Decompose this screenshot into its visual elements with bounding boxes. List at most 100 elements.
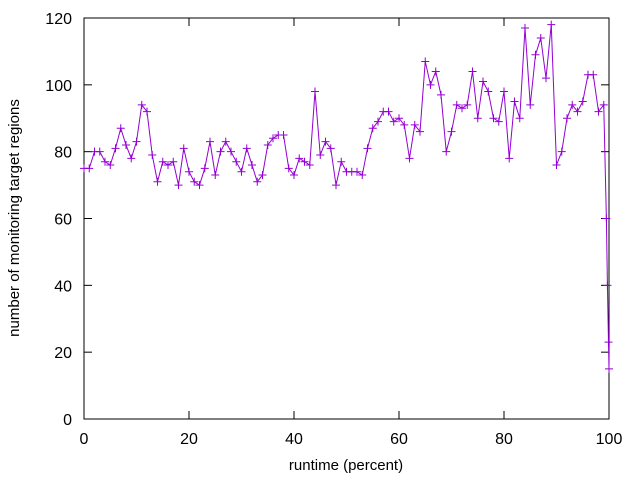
data-point-marker (421, 57, 430, 66)
data-point-marker (489, 114, 498, 123)
data-point-marker (227, 147, 235, 156)
data-point-marker (185, 167, 193, 176)
data-point-marker (594, 107, 603, 116)
data-point-marker (605, 364, 613, 373)
data-point-marker (395, 114, 403, 123)
data-point-marker (458, 104, 466, 113)
data-point-marker (463, 100, 472, 109)
data-point-marker (169, 157, 178, 166)
x-tick-label: 80 (495, 431, 513, 448)
data-point-marker (248, 161, 256, 170)
data-point-marker (195, 181, 204, 190)
data-point-marker (295, 154, 304, 163)
data-point-marker (153, 177, 162, 186)
data-point-marker (568, 100, 577, 109)
data-point-marker (542, 74, 550, 83)
data-point-marker (500, 87, 508, 96)
data-point-marker (573, 107, 582, 116)
data-point-marker (599, 100, 608, 109)
data-point-marker (143, 107, 151, 116)
data-point-marker (326, 144, 335, 153)
data-point-marker (316, 151, 325, 160)
data-point-marker (111, 144, 120, 153)
data-point-marker (604, 338, 613, 347)
data-point-marker (179, 144, 188, 153)
ticks-layer: 0 20 40 60 80 100 0 20 40 60 80 100 120 (45, 11, 622, 448)
data-point-marker (216, 147, 225, 156)
data-point-marker (515, 114, 524, 123)
data-point-marker (368, 124, 377, 133)
data-point-marker (384, 107, 393, 116)
data-point-marker (521, 24, 529, 33)
x-tick-label: 0 (80, 431, 89, 448)
data-point-marker (232, 157, 241, 166)
data-point-marker (148, 151, 157, 160)
data-point-marker (258, 171, 267, 180)
data-point-marker (116, 124, 125, 133)
data-point-marker (127, 154, 136, 163)
data-point-marker (237, 167, 246, 176)
data-point-marker (447, 127, 456, 136)
data-point-marker (473, 114, 482, 123)
data-point-marker (353, 167, 361, 176)
data-point-marker (363, 144, 372, 153)
data-point-marker (279, 130, 288, 139)
data-point-marker (531, 50, 540, 59)
data-point-marker (589, 70, 598, 79)
series-layer (80, 20, 613, 373)
data-point-marker (211, 171, 220, 180)
data-point-marker (269, 134, 277, 143)
data-point-marker (374, 117, 382, 126)
data-point-marker (484, 87, 493, 96)
data-point-marker (158, 157, 167, 166)
x-tick-label: 20 (180, 431, 198, 448)
data-point-marker (206, 137, 214, 146)
y-axis-label: number of monitoring target regions (6, 99, 23, 337)
y-tick-label: 40 (54, 278, 72, 295)
data-point-marker (95, 147, 104, 156)
data-point-marker (505, 154, 514, 163)
data-point-marker (332, 181, 340, 190)
x-tick-label: 40 (285, 431, 303, 448)
data-point-marker (253, 177, 262, 186)
data-point-marker (437, 90, 445, 99)
data-point-marker (494, 117, 503, 126)
data-point-marker (132, 137, 141, 146)
data-point-marker (284, 164, 293, 173)
data-point-marker (200, 164, 209, 173)
data-point-marker (101, 157, 109, 166)
data-point-marker (174, 181, 183, 190)
data-point-marker (137, 100, 146, 109)
data-point-marker (263, 140, 272, 149)
x-tick-label: 100 (596, 431, 623, 448)
y-tick-label: 80 (54, 145, 72, 162)
data-point-marker (106, 161, 115, 170)
y-tick-label: 20 (54, 345, 72, 362)
data-point-marker (389, 117, 398, 126)
data-point-marker (405, 154, 414, 163)
data-point-marker (602, 214, 611, 223)
data-point-marker (358, 171, 367, 180)
data-point-marker (321, 137, 330, 146)
data-point-marker (426, 80, 435, 89)
data-point-marker (536, 34, 545, 43)
data-point-marker (410, 120, 419, 129)
data-point-marker (547, 20, 556, 29)
data-point-marker (311, 87, 319, 96)
data-point-marker (190, 177, 199, 186)
data-point-marker (526, 100, 535, 109)
data-point-marker (431, 67, 440, 76)
y-tick-label: 0 (63, 412, 72, 429)
data-point-marker (452, 100, 461, 109)
data-point-marker (510, 97, 519, 106)
y-tick-label: 100 (45, 78, 72, 95)
data-point-marker (552, 161, 561, 170)
series-line (84, 24, 610, 369)
data-point-marker (400, 120, 409, 129)
data-point-marker (603, 281, 612, 290)
data-point-marker (416, 127, 424, 136)
data-point-marker (242, 144, 251, 153)
data-point-marker (578, 97, 587, 106)
data-point-marker (442, 147, 451, 156)
